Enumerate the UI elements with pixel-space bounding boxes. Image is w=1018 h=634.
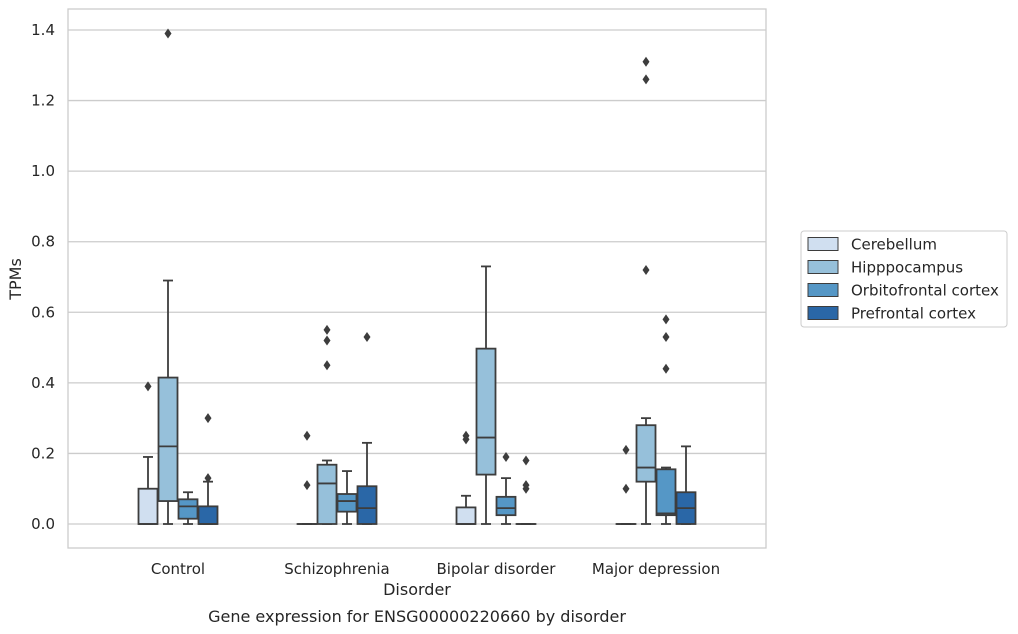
flier-point bbox=[622, 444, 630, 455]
box-2-3 bbox=[655, 314, 677, 525]
flier-point bbox=[363, 331, 371, 342]
legend-swatch bbox=[807, 306, 839, 320]
x-tick-label: Bipolar disorder bbox=[437, 560, 557, 578]
x-tick-label: Control bbox=[151, 560, 205, 578]
legend-label: Prefrontal cortex bbox=[851, 305, 976, 323]
box-0-0 bbox=[137, 381, 159, 525]
legend-frame bbox=[800, 230, 1008, 328]
legend-label: Hipppocampus bbox=[851, 259, 963, 277]
legend-swatch bbox=[807, 260, 839, 274]
flier-point bbox=[662, 363, 670, 374]
y-tick-label: 0.6 bbox=[31, 303, 55, 321]
box-rect bbox=[316, 463, 338, 525]
y-tick-label: 0.2 bbox=[31, 444, 55, 462]
flier-point bbox=[502, 451, 510, 462]
x-axis-label: Disorder bbox=[383, 580, 451, 599]
box-1-1 bbox=[316, 324, 338, 525]
flier-point bbox=[144, 381, 152, 392]
box-1-2 bbox=[475, 265, 497, 525]
y-tick-label: 1.4 bbox=[31, 21, 55, 39]
y-tick-label: 0.4 bbox=[31, 374, 55, 392]
box-rect bbox=[655, 468, 677, 517]
flier-point bbox=[164, 28, 172, 39]
legend-swatch bbox=[807, 237, 839, 251]
legend-swatch bbox=[807, 283, 839, 297]
y-axis-label: TPMs bbox=[6, 258, 25, 301]
box-rect bbox=[356, 485, 378, 525]
y-tick-label: 1.0 bbox=[31, 162, 55, 180]
x-tick-labels: Control Schizophrenia Bipolar disorder Majo… bbox=[151, 560, 720, 578]
box-3-1 bbox=[356, 331, 378, 525]
box-rect bbox=[177, 498, 199, 520]
flier-point bbox=[462, 430, 470, 441]
flier-point bbox=[662, 314, 670, 325]
box-rect bbox=[157, 376, 179, 502]
box-0-2 bbox=[455, 430, 477, 525]
flier-point bbox=[642, 56, 650, 67]
gridlines bbox=[68, 29, 766, 525]
box-3-3 bbox=[675, 445, 697, 525]
box-rect bbox=[455, 506, 477, 525]
box-rect bbox=[197, 505, 219, 525]
flier-point bbox=[522, 480, 530, 491]
legend-label: Orbitofrontal cortex bbox=[851, 282, 999, 300]
boxes bbox=[137, 28, 697, 525]
flier-point bbox=[323, 360, 331, 371]
box-0-1 bbox=[296, 430, 318, 525]
flier-point bbox=[204, 413, 212, 424]
box-1-3 bbox=[635, 56, 657, 525]
x-tick-label: Major depression bbox=[592, 560, 720, 578]
box-2-0 bbox=[177, 491, 199, 525]
box-3-0 bbox=[197, 413, 219, 525]
legend: Cerebellum Hipppocampus Orbitofrontal cort… bbox=[800, 230, 1008, 328]
flier-point bbox=[323, 335, 331, 346]
y-tick-labels: 0.0 0.2 0.4 0.6 0.8 1.0 1.2 1.4 bbox=[31, 21, 55, 533]
box-3-2 bbox=[515, 455, 537, 525]
flier-point bbox=[522, 455, 530, 466]
y-tick-label: 1.2 bbox=[31, 92, 55, 110]
box-rect bbox=[495, 495, 517, 517]
box-rect bbox=[635, 424, 657, 483]
box-1-0 bbox=[157, 28, 179, 525]
flier-point bbox=[642, 264, 650, 275]
box-rect bbox=[336, 493, 358, 513]
box-rect bbox=[475, 347, 497, 476]
flier-point bbox=[323, 324, 331, 335]
flier-point bbox=[204, 473, 212, 484]
flier-point bbox=[303, 430, 311, 441]
x-tick-label: Schizophrenia bbox=[284, 560, 389, 578]
flier-point bbox=[303, 480, 311, 491]
flier-point bbox=[662, 331, 670, 342]
legend-label: Cerebellum bbox=[851, 236, 937, 254]
plot-frame bbox=[67, 8, 767, 549]
y-tick-label: 0.8 bbox=[31, 233, 55, 251]
flier-point bbox=[622, 483, 630, 494]
flier-point bbox=[642, 74, 650, 85]
chart-title: Gene expression for ENSG00000220660 by d… bbox=[208, 607, 626, 626]
y-tick-label: 0.0 bbox=[31, 515, 55, 533]
box-2-2 bbox=[495, 451, 517, 525]
box-rect bbox=[137, 487, 159, 525]
box-2-1 bbox=[336, 470, 358, 525]
box-0-3 bbox=[615, 444, 637, 525]
